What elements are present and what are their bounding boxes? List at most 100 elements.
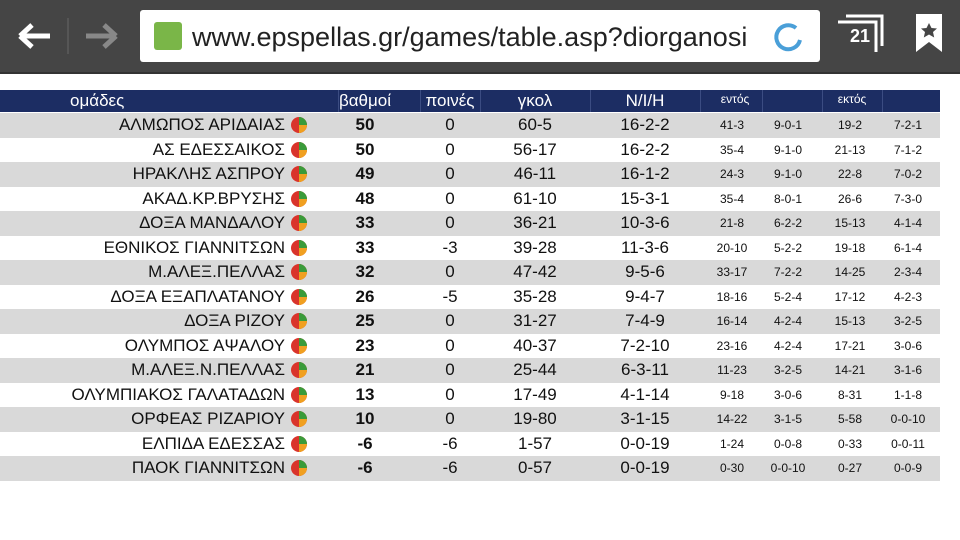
refresh-button[interactable]	[774, 23, 802, 52]
table-cell: 19-80	[513, 409, 557, 428]
team-name: ΠΑΟΚ ΓΙΑΝΝΙΤΣΩΝ	[131, 458, 285, 477]
table-cell: 14-21	[834, 363, 866, 377]
url-bar[interactable]	[140, 10, 820, 62]
table-cell: 31-27	[513, 311, 557, 330]
column-header: εντός	[720, 92, 750, 106]
team-name: ΕΛΠΙΔΑ ΕΔΕΣΣΑΣ	[141, 433, 285, 453]
table-cell: 7-1-2	[893, 142, 923, 157]
table-cell: 0	[445, 164, 455, 183]
table-cell: 23-16	[716, 338, 748, 353]
header-divider	[882, 90, 883, 112]
column-header: εκτός	[837, 92, 867, 106]
team-icon[interactable]	[290, 312, 308, 330]
table-cell: 0	[445, 360, 455, 379]
team-icon[interactable]	[290, 116, 308, 134]
table-cell: 9-1-0	[773, 142, 803, 157]
table-cell: 19-18	[834, 240, 866, 255]
table-row	[0, 407, 940, 432]
table-cell: 9-5-6	[625, 262, 665, 281]
table-cell: 0	[445, 139, 455, 159]
table-cell: 47-42	[513, 262, 557, 281]
table-cell: 0-0-10	[890, 412, 926, 426]
table-cell: 0	[445, 115, 455, 134]
table-cell: 9-0-1	[773, 118, 803, 132]
team-icon[interactable]	[290, 263, 308, 281]
table-cell: 14-25	[834, 265, 866, 279]
team-name: ΑΚΑΔ.ΚΡ.ΒΡΥΣΗΣ	[142, 188, 285, 208]
table-cell: 17-21	[834, 338, 866, 353]
tabs-button[interactable]	[838, 14, 884, 52]
table-cell: 35-4	[719, 191, 745, 206]
table-cell: 1-57	[517, 433, 553, 453]
column-header: ποινές	[425, 91, 475, 110]
team-name: ΟΡΦΕΑΣ ΡΙΖΑΡΙΟΥ	[131, 409, 285, 428]
team-icon[interactable]	[290, 165, 308, 183]
table-cell: 11-3-6	[621, 237, 669, 257]
table-cell: 7-4-9	[625, 311, 665, 330]
table-cell: 50	[355, 115, 375, 134]
team-icon[interactable]	[290, 239, 308, 257]
team-icon[interactable]	[290, 337, 308, 355]
table-cell: 3-0-6	[773, 387, 803, 402]
table-cell: 56-17	[513, 139, 557, 159]
team-icon[interactable]	[290, 214, 308, 232]
table-header	[0, 90, 940, 112]
table-cell: 9-4-7	[625, 286, 665, 306]
table-cell: 0-0-8	[773, 436, 803, 451]
table-row	[0, 260, 940, 285]
table-cell: 7-2-10	[620, 335, 670, 355]
team-icon[interactable]	[290, 410, 308, 428]
team-icon[interactable]	[290, 459, 308, 477]
team-name: ΗΡΑΚΛΗΣ ΑΣΠΡΟΥ	[132, 164, 285, 183]
team-name: ΟΛΥΜΠΙΑΚΟΣ ΓΑΛΑΤΑΔΩΝ	[71, 384, 286, 404]
team-icon[interactable]	[290, 386, 308, 404]
table-cell: 9-18	[719, 387, 745, 402]
table-cell: 6-1-4	[893, 240, 923, 255]
table-cell: 3-2-5	[773, 363, 803, 377]
toolbar-icons	[18, 14, 942, 54]
table-cell: 25	[355, 311, 375, 330]
table-cell: 46-11	[513, 164, 557, 183]
table-cell: 4-2-4	[773, 338, 803, 353]
table-cell: 5-58	[837, 412, 863, 426]
table-cell: 4-1-4	[893, 216, 923, 230]
back-button[interactable]	[18, 23, 50, 49]
table-cell: 15-3-1	[620, 188, 670, 208]
team-icon[interactable]	[290, 361, 308, 379]
table-cell: 17-12	[834, 289, 866, 304]
table-cell: 49	[355, 164, 375, 183]
column-header: Ν/Ι/Η	[625, 91, 665, 110]
table-cell: 0-0-10	[770, 461, 806, 475]
tab-count: 21	[849, 26, 871, 46]
table-cell: 19-2	[837, 118, 863, 132]
table-cell: 0	[445, 311, 455, 330]
table-cell: 26-6	[837, 191, 863, 206]
table-cell: 16-2-2	[620, 139, 670, 159]
forward-button[interactable]	[86, 23, 118, 49]
table-cell: -5	[442, 286, 458, 306]
table-cell: 24-3	[719, 167, 745, 181]
table-cell: 22-8	[837, 167, 863, 181]
team-icon[interactable]	[290, 288, 308, 306]
table-cell: 0-57	[517, 458, 553, 477]
team-name: ΑΣ ΕΔΕΣΣΑΙΚΟΣ	[152, 139, 285, 159]
team-icon[interactable]	[290, 190, 308, 208]
table-cell: 3-1-5	[773, 412, 803, 426]
header-divider	[480, 90, 481, 112]
column-header: βαθμοί	[338, 91, 392, 110]
url-text: www.epspellas.gr/games/table.asp?diorgan…	[192, 22, 748, 52]
table-cell: 20-10	[716, 240, 748, 255]
header-divider	[762, 90, 763, 112]
table-row	[0, 333, 940, 358]
team-icon[interactable]	[290, 141, 308, 159]
table-row	[0, 113, 940, 138]
table-cell: 25-44	[513, 360, 557, 379]
table-row	[0, 186, 940, 211]
table-cell: -6	[442, 458, 458, 477]
table-row	[0, 358, 940, 383]
table-cell: 16-2-2	[620, 115, 670, 134]
team-icon[interactable]	[290, 435, 308, 453]
table-cell: 6-3-11	[621, 360, 669, 379]
table-cell: 3-2-5	[893, 314, 923, 328]
column-header: ομάδες	[70, 91, 125, 110]
